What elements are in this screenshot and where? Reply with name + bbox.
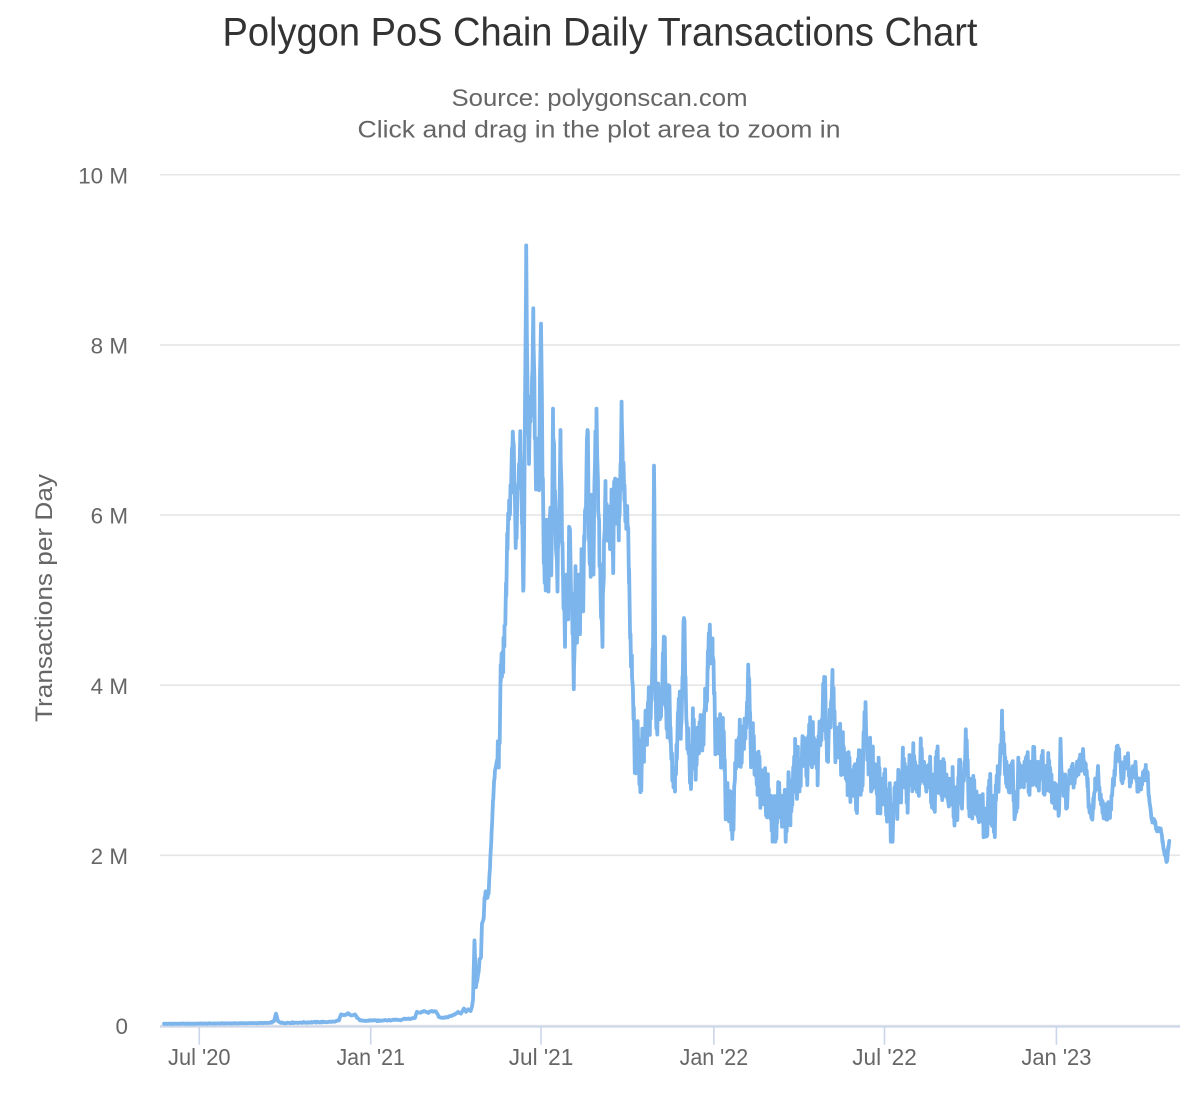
svg-text:8 M: 8 M bbox=[91, 334, 128, 359]
svg-text:Source: polygonscan.com: Source: polygonscan.com bbox=[452, 85, 748, 112]
svg-text:6 M: 6 M bbox=[91, 504, 128, 529]
svg-text:Jan '23: Jan '23 bbox=[1021, 1044, 1091, 1070]
svg-text:0: 0 bbox=[116, 1014, 128, 1039]
svg-text:Transactions per Day: Transactions per Day bbox=[31, 474, 58, 722]
svg-text:Jul '20: Jul '20 bbox=[168, 1044, 231, 1070]
svg-text:4 M: 4 M bbox=[91, 674, 128, 699]
svg-text:Click and drag in the plot are: Click and drag in the plot area to zoom … bbox=[358, 117, 841, 144]
svg-text:Jan '21: Jan '21 bbox=[336, 1044, 405, 1070]
svg-text:Jul '22: Jul '22 bbox=[852, 1044, 917, 1070]
svg-text:Polygon PoS Chain Daily Transa: Polygon PoS Chain Daily Transactions Cha… bbox=[223, 11, 978, 55]
svg-text:Jan '22: Jan '22 bbox=[680, 1044, 749, 1070]
svg-text:10 M: 10 M bbox=[78, 163, 128, 188]
svg-text:Jul '21: Jul '21 bbox=[509, 1044, 574, 1070]
svg-text:2 M: 2 M bbox=[91, 844, 128, 869]
